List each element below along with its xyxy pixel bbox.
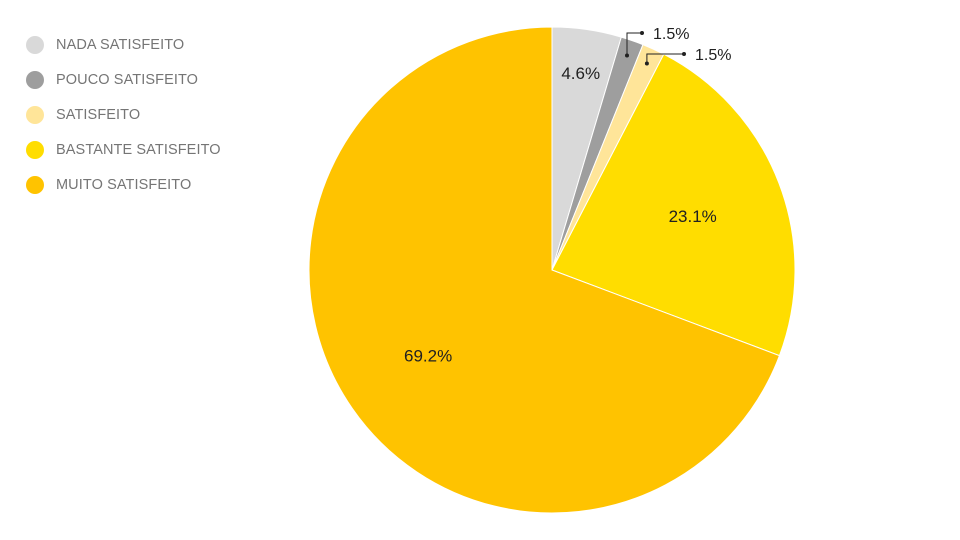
- legend-label: BASTANTE SATISFEITO: [56, 141, 221, 158]
- data-label-bastante-satisfeito: 23.1%: [669, 207, 717, 226]
- legend-label: MUITO SATISFEITO: [56, 176, 192, 193]
- data-label-nada-satisfeito: 4.6%: [561, 64, 600, 83]
- pie-slice-muito-satisfeito[interactable]: [308, 26, 781, 514]
- data-label-pouco-satisfeito: 1.5%: [653, 26, 689, 43]
- legend-label: POUCO SATISFEITO: [56, 71, 199, 88]
- data-label-muito-satisfeito: 69.2%: [404, 347, 452, 366]
- legend-swatch: [26, 175, 44, 194]
- legend-item-nada-satisfeito[interactable]: NADA SATISFEITO: [26, 27, 221, 62]
- data-label-satisfeito: 1.5%: [695, 47, 731, 64]
- legend-swatch: [26, 70, 44, 89]
- callout-dot: [640, 31, 644, 35]
- legend-swatch: [26, 35, 44, 54]
- legend-item-bastante-satisfeito[interactable]: BASTANTE SATISFEITO: [26, 132, 221, 167]
- callout-dot: [682, 52, 686, 56]
- callout-dot: [644, 61, 649, 66]
- callout-line-satisfeito: [646, 53, 684, 64]
- callout-dot: [625, 53, 629, 58]
- legend-item-pouco-satisfeito[interactable]: POUCO SATISFEITO: [26, 62, 221, 97]
- legend-swatch: [26, 140, 44, 159]
- legend-item-muito-satisfeito[interactable]: MUITO SATISFEITO: [26, 167, 221, 202]
- legend-item-satisfeito[interactable]: SATISFEITO: [26, 97, 221, 132]
- chart-legend: NADA SATISFEITO POUCO SATISFEITO SATISFE…: [26, 27, 221, 202]
- legend-swatch: [26, 105, 44, 124]
- pie-slice-bastante-satisfeito[interactable]: [551, 53, 796, 357]
- legend-label: NADA SATISFEITO: [56, 36, 185, 53]
- callout-line-pouco-satisfeito: [626, 32, 642, 56]
- legend-label: SATISFEITO: [56, 106, 141, 123]
